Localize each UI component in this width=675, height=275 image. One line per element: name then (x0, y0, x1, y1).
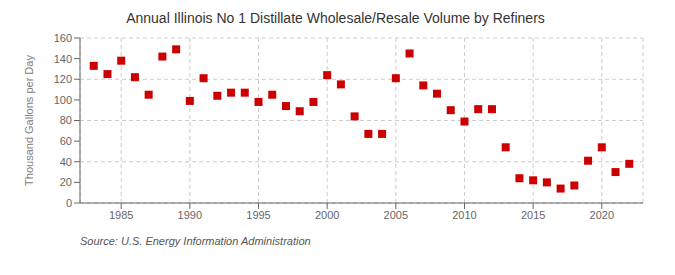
html-text:Annual Illinois No 1 Distillat: Annual Illinois No 1 Distillate Wholesal… (126, 10, 545, 26)
svg-text:2005: 2005 (384, 209, 408, 221)
svg-text:120: 120 (54, 73, 72, 85)
svg-text:2000: 2000 (315, 209, 339, 221)
svg-text:160: 160 (54, 32, 72, 44)
svg-text:Thousand Gallons per Day: Thousand Gallons per Day (23, 55, 35, 186)
svg-text:140: 140 (54, 53, 72, 65)
svg-text:1985: 1985 (109, 209, 133, 221)
svg-text:2020: 2020 (590, 209, 614, 221)
svg-text:40: 40 (60, 156, 72, 168)
svg-text:1990: 1990 (178, 209, 202, 221)
svg-text:2010: 2010 (452, 209, 476, 221)
svg-text:0: 0 (66, 197, 72, 209)
svg-text:80: 80 (60, 114, 72, 126)
html-text:Source: U.S. Energy Informatio: Source: U.S. Energy Information Administ… (80, 235, 311, 247)
svg-text:1995: 1995 (246, 209, 270, 221)
svg-text:60: 60 (60, 135, 72, 147)
svg-text:100: 100 (54, 94, 72, 106)
svg-text:20: 20 (60, 176, 72, 188)
svg-text:2015: 2015 (521, 209, 545, 221)
